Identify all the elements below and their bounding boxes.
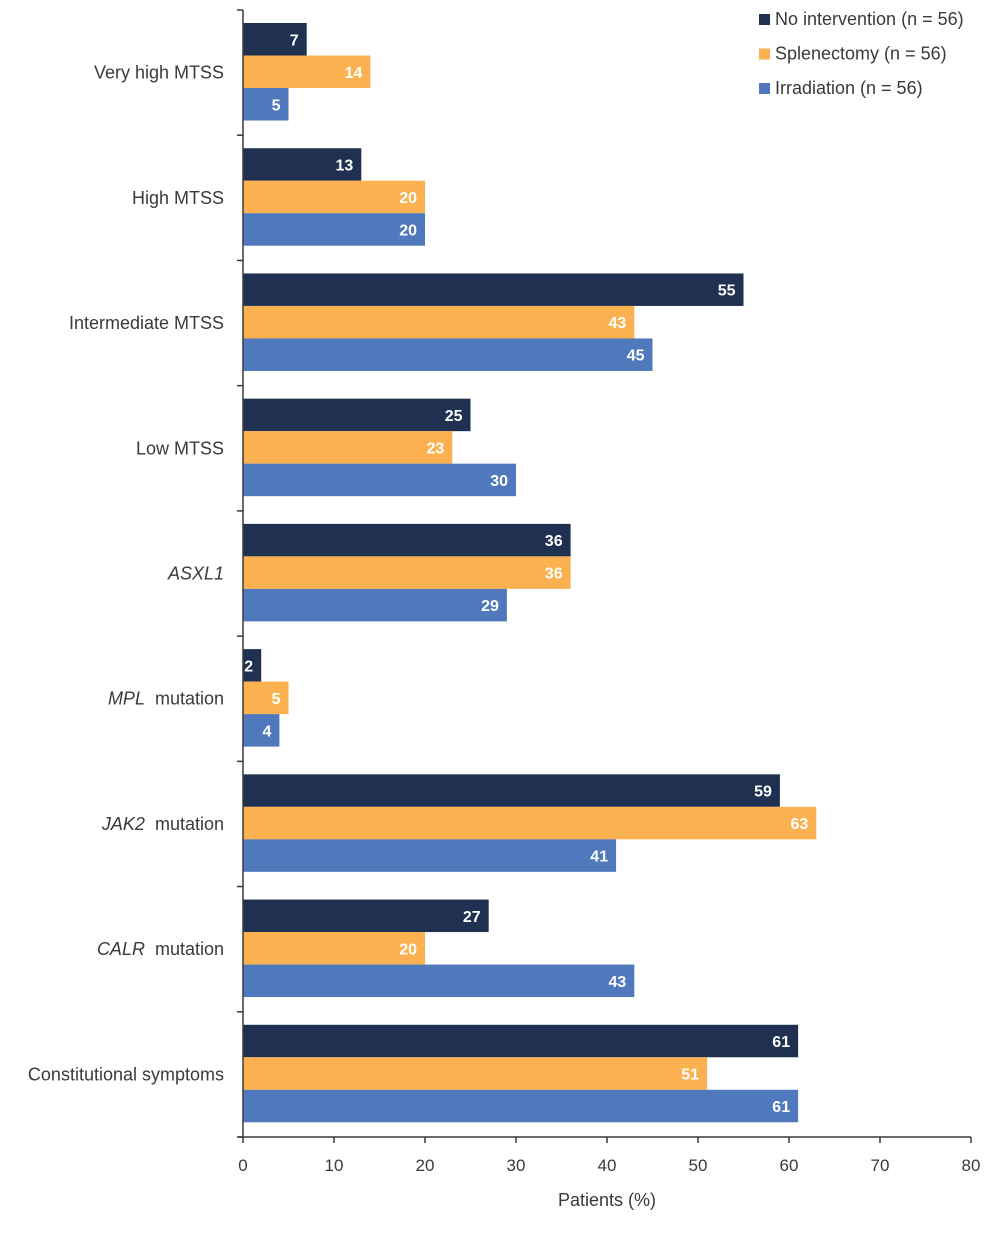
- bar-value-label: 5: [272, 97, 281, 114]
- bar: [243, 431, 453, 464]
- bar: [243, 398, 471, 432]
- bars-layer: 7145132020554345252330363629254596341272…: [243, 23, 817, 1123]
- bar-value-label: 30: [490, 473, 508, 490]
- bar-value-label: 14: [345, 65, 363, 82]
- x-tick-label: 20: [416, 1156, 435, 1175]
- bar: [243, 88, 289, 121]
- category-label: Low MTSS: [136, 438, 224, 458]
- bar: [243, 964, 635, 998]
- bar: [243, 899, 489, 933]
- bar: [243, 1057, 708, 1090]
- category-label: High MTSS: [132, 188, 224, 208]
- bar: [243, 273, 744, 306]
- bar: [243, 1024, 799, 1058]
- x-axis-ticks: 0 10 20 30 40 50 60 70 80: [238, 1137, 980, 1175]
- bar: [243, 839, 617, 872]
- bar: [243, 714, 280, 747]
- bar: [243, 588, 507, 622]
- bar-value-label: 43: [609, 974, 627, 991]
- category-label-text: mutation: [145, 814, 224, 834]
- bar-value-label: 61: [772, 1034, 790, 1051]
- bar-value-label: 43: [609, 315, 627, 332]
- bar: [243, 649, 262, 682]
- category-label: JAK2 mutation: [101, 814, 224, 834]
- bar: [243, 180, 425, 214]
- bar: [243, 213, 425, 246]
- bar-value-label: 27: [463, 909, 481, 926]
- bar-value-label: 59: [754, 784, 772, 801]
- category-label: CALR mutation: [97, 939, 224, 959]
- legend-swatch: [759, 48, 770, 60]
- category-label: Intermediate MTSS: [69, 313, 224, 333]
- category-label-text: Constitutional symptoms: [28, 1064, 224, 1084]
- bar: [243, 23, 307, 56]
- bar-value-label: 63: [791, 816, 809, 833]
- bar-value-label: 20: [399, 222, 417, 239]
- x-tick-label: 70: [871, 1156, 890, 1175]
- axes-layer: [237, 9, 971, 1138]
- x-tick-label: 30: [507, 1156, 526, 1175]
- bar-value-label: 61: [772, 1099, 790, 1116]
- bar-value-label: 41: [590, 849, 608, 866]
- x-tick-label: 60: [780, 1156, 799, 1175]
- category-label-text: Intermediate MTSS: [69, 313, 224, 333]
- legend-label: Splenectomy (n = 56): [775, 44, 947, 64]
- category-label-text: High MTSS: [132, 188, 224, 208]
- bar-value-label: 51: [681, 1067, 699, 1084]
- x-tick-label: 10: [325, 1156, 344, 1175]
- bar-value-label: 13: [336, 157, 354, 174]
- category-label-text: Low MTSS: [136, 438, 224, 458]
- bar: [243, 556, 571, 589]
- bar-value-label: 29: [481, 598, 499, 615]
- bar-value-label: 5: [272, 691, 281, 708]
- bar: [243, 1089, 799, 1123]
- bar-value-label: 36: [545, 533, 563, 550]
- bar: [243, 148, 362, 181]
- category-labels: Very high MTSS High MTSS Intermediate MTSS…: [28, 63, 224, 1085]
- bar: [243, 463, 516, 497]
- category-label-italic: CALR: [97, 939, 145, 959]
- legend: No intervention (n = 56) Splenectomy (n =…: [759, 9, 964, 98]
- bar-value-label: 23: [427, 440, 445, 457]
- x-tick-label: 80: [962, 1156, 981, 1175]
- bar: [243, 55, 371, 88]
- x-tick-label: 0: [238, 1156, 247, 1175]
- bar-value-label: 45: [627, 348, 645, 365]
- category-label-text: mutation: [145, 689, 224, 709]
- x-tick-label: 40: [598, 1156, 617, 1175]
- bar-value-label: 20: [399, 190, 417, 207]
- bar: [243, 932, 425, 965]
- category-label: Very high MTSS: [94, 63, 224, 83]
- x-axis-title: Patients (%): [558, 1190, 656, 1210]
- bar-value-label: 25: [445, 408, 463, 425]
- bar-value-label: 55: [718, 283, 736, 300]
- legend-label: Irradiation (n = 56): [775, 78, 923, 98]
- category-label: MPL mutation: [108, 689, 224, 709]
- legend-swatch: [759, 14, 770, 25]
- category-label-text: mutation: [145, 939, 224, 959]
- bar-value-label: 4: [262, 723, 271, 740]
- x-tick-label: 50: [689, 1156, 708, 1175]
- category-label: ASXL1: [167, 564, 224, 584]
- bar: [243, 338, 653, 371]
- bar-value-label: 7: [290, 32, 299, 49]
- bar: [243, 806, 817, 840]
- legend-swatch: [759, 83, 770, 94]
- bar: [243, 681, 289, 715]
- legend-label: No intervention (n = 56): [775, 9, 964, 29]
- category-label-italic: MPL: [108, 689, 145, 709]
- bar-value-label: 20: [399, 941, 417, 958]
- category-label-italic: ASXL1: [167, 564, 224, 584]
- category-label-text: Very high MTSS: [94, 63, 224, 83]
- category-label-italic: JAK2: [101, 814, 145, 834]
- bar: [243, 305, 635, 339]
- bar: [243, 774, 780, 807]
- category-label: Constitutional symptoms: [28, 1064, 224, 1084]
- bar-value-label: 2: [244, 658, 253, 675]
- bar-value-label: 36: [545, 566, 563, 583]
- bar: [243, 523, 571, 557]
